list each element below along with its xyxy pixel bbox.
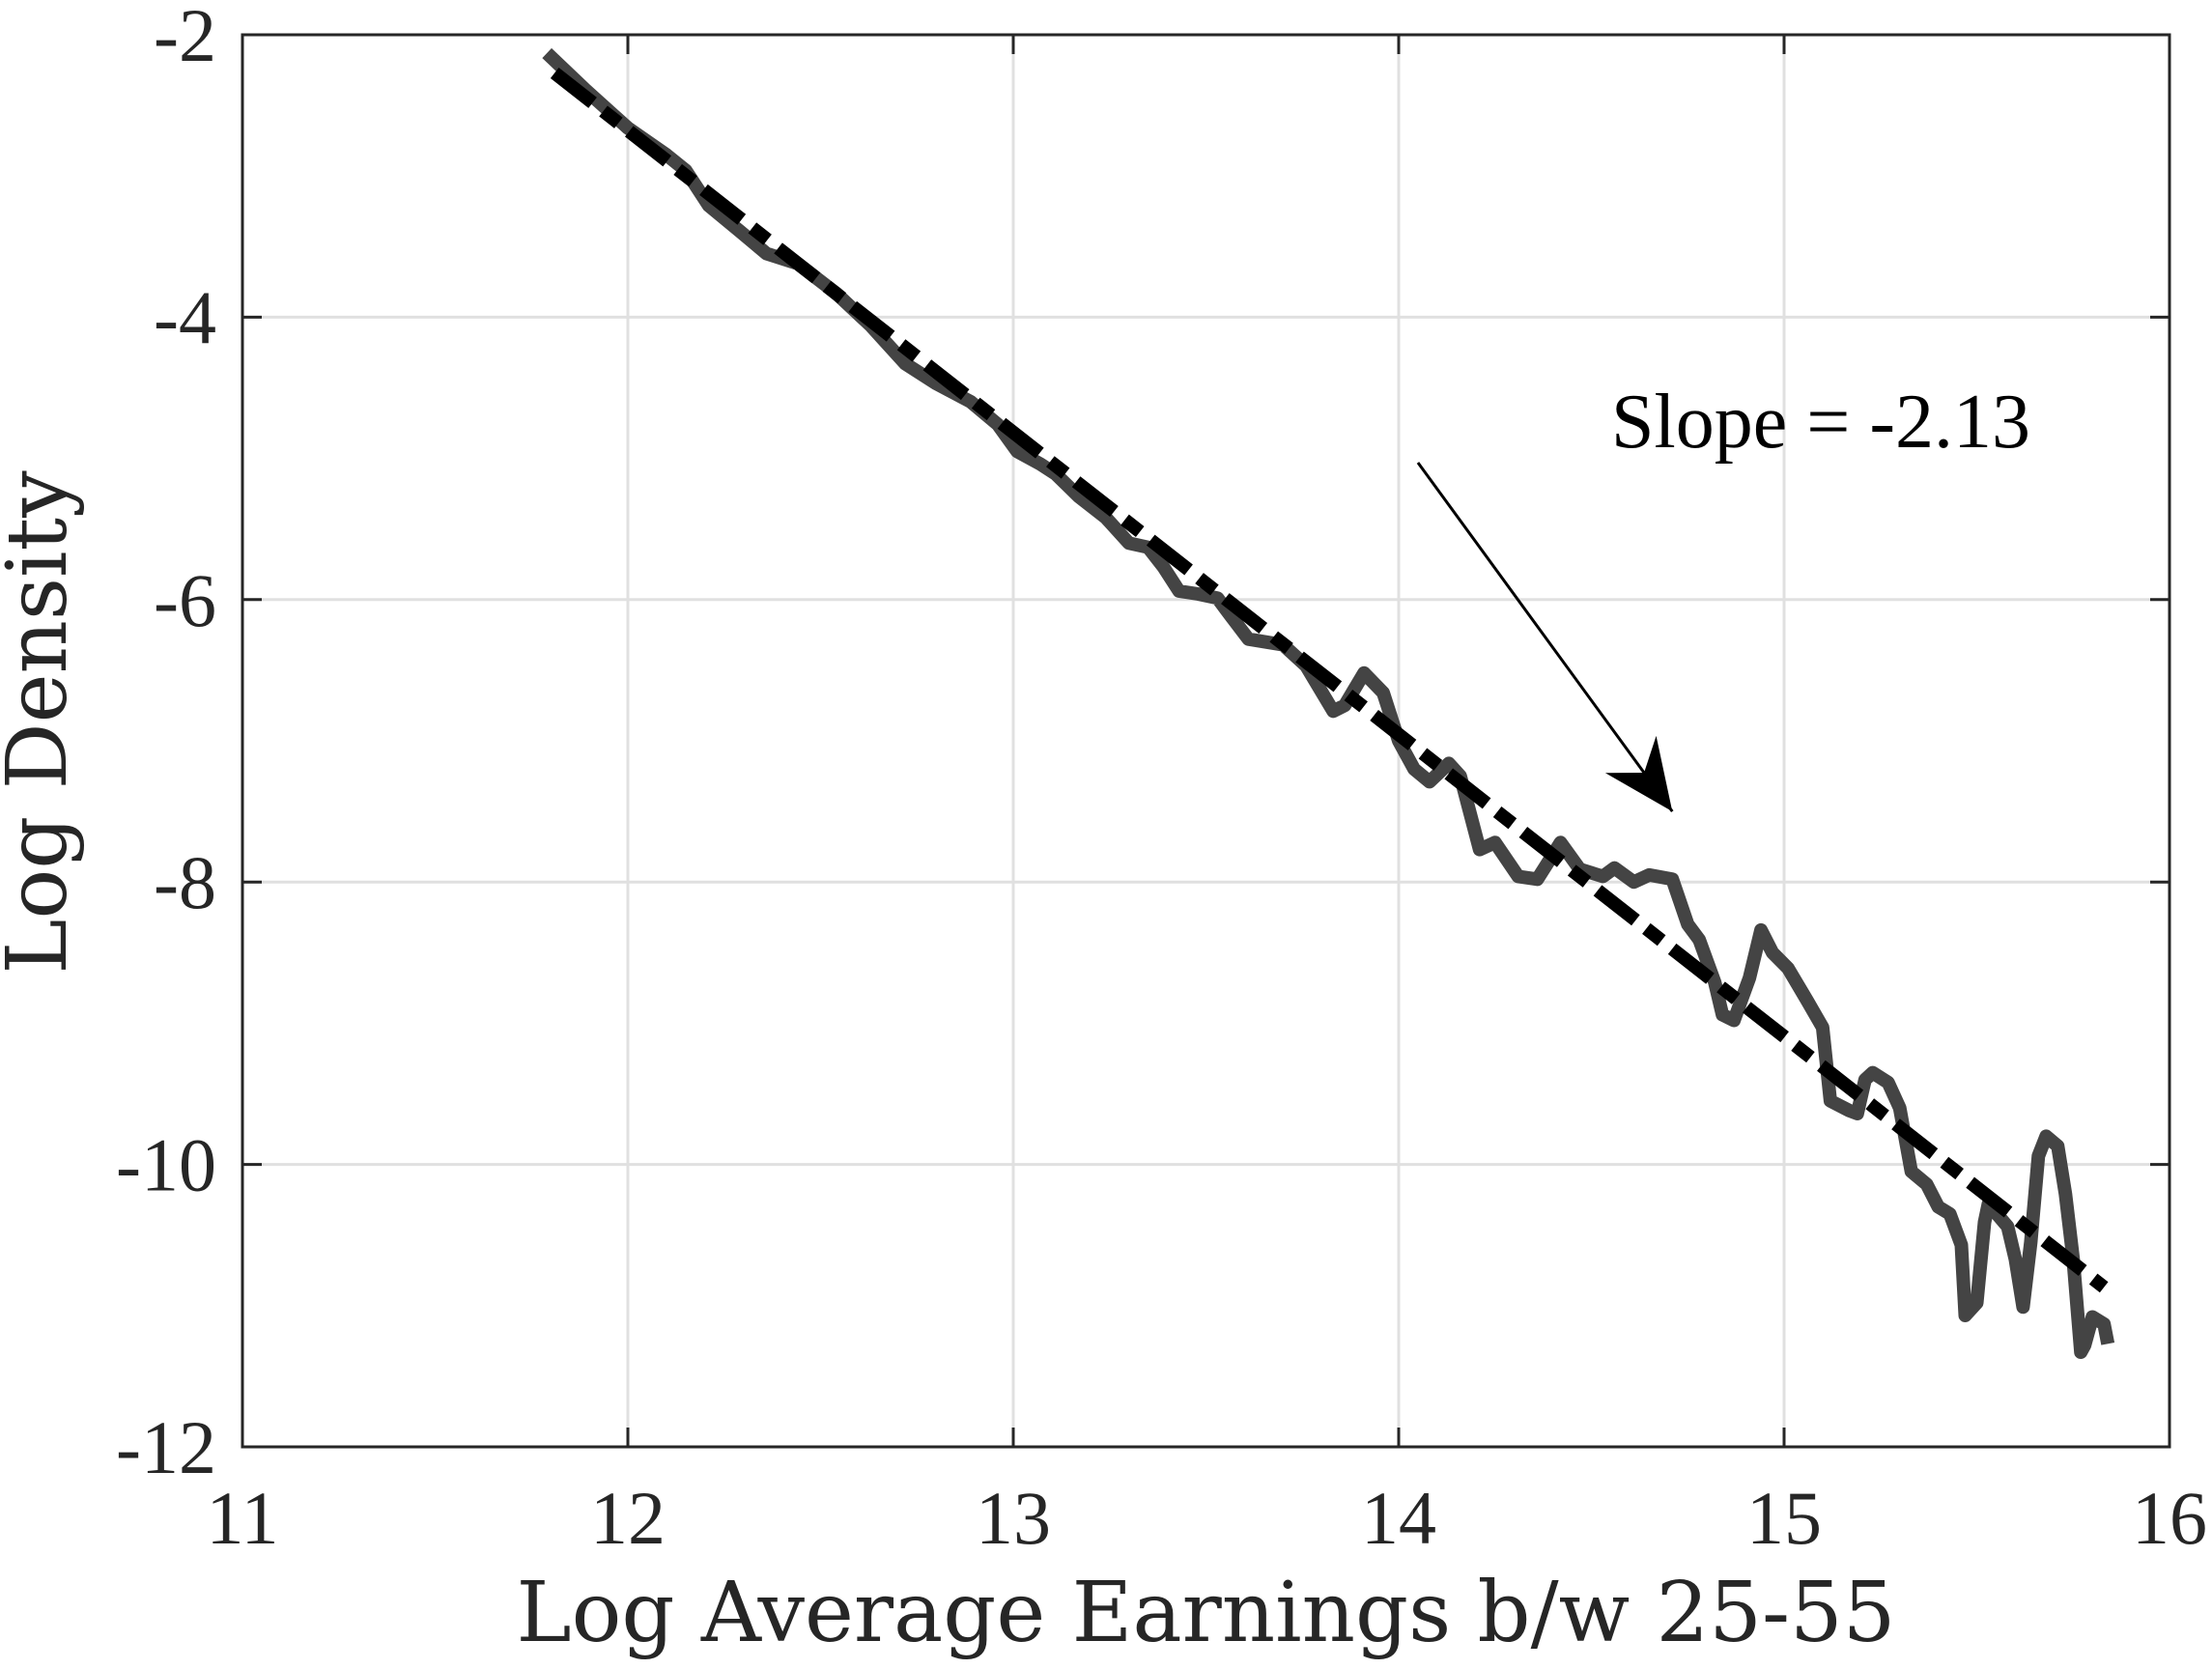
x-tick-label: 16 — [2132, 1476, 2207, 1560]
x-axis-title: Log Average Earnings b/w 25-55 — [517, 1565, 1896, 1661]
density-line — [542, 47, 2115, 1359]
y-tick-label: -2 — [154, 0, 216, 77]
annotations: Slope = -2.13 — [1416, 380, 2030, 812]
axis-ticks — [241, 33, 2171, 1449]
y-tick-label: -6 — [154, 558, 216, 642]
y-tick-label: -12 — [116, 1405, 216, 1489]
y-axis-title: Log Density — [0, 470, 86, 975]
y-tick-label: -4 — [154, 275, 216, 359]
fit-line — [550, 67, 2109, 1293]
arrowhead-icon — [1604, 735, 1673, 812]
x-tick-label: 11 — [206, 1476, 278, 1560]
slope-annotation: Slope = -2.13 — [1611, 380, 2030, 465]
x-tick-label: 14 — [1361, 1476, 1436, 1560]
y-tick-labels: -2 -4 -6 -8 -10 -12 — [116, 0, 216, 1489]
plot-frame — [241, 33, 2171, 1449]
x-tick-label: 12 — [590, 1476, 666, 1560]
plot-series — [542, 47, 2115, 1359]
x-tick-labels: 11 12 13 14 15 16 — [206, 1476, 2207, 1560]
annotation-arrow-line — [1416, 462, 1674, 812]
x-tick-label: 13 — [976, 1476, 1051, 1560]
y-tick-label: -10 — [116, 1123, 216, 1207]
y-tick-label: -8 — [154, 840, 216, 924]
x-tick-label: 15 — [1746, 1476, 1822, 1560]
